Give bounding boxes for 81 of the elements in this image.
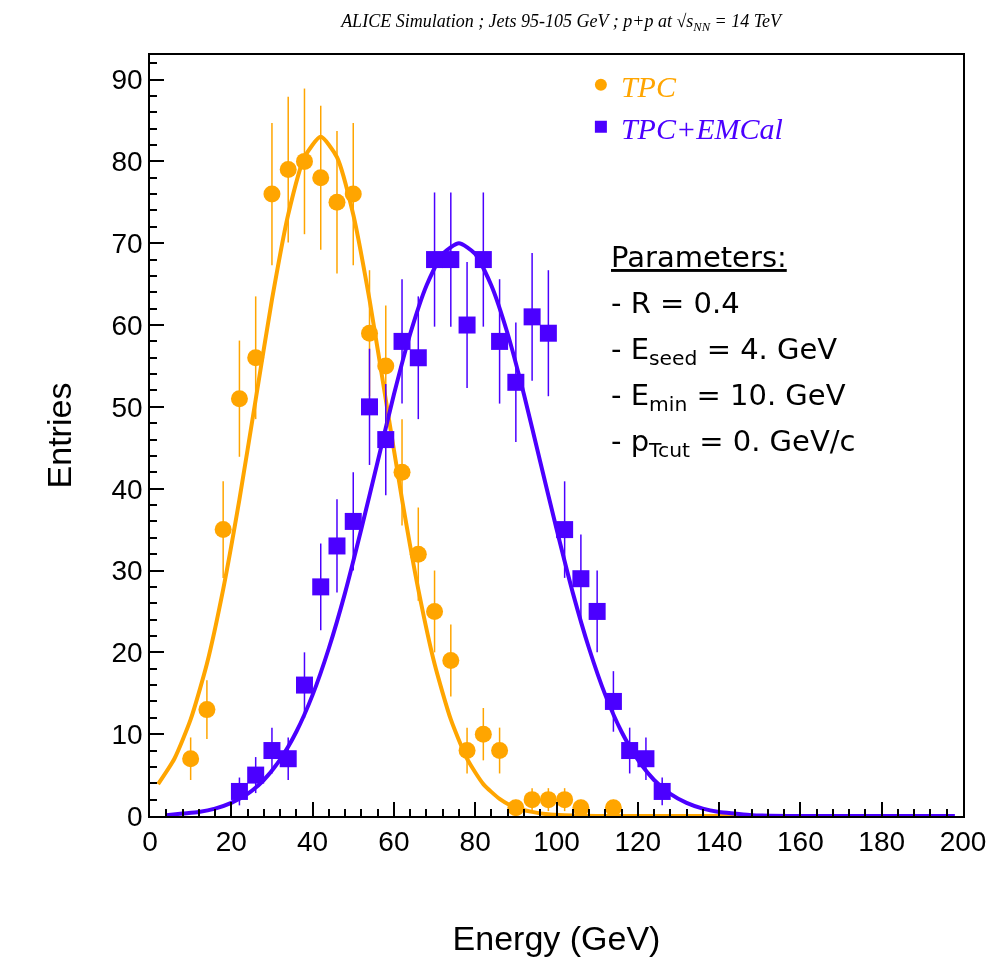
x-tick-label: 140 (695, 826, 743, 858)
y-tick-label: 20 (111, 637, 143, 669)
point (523, 791, 541, 809)
point (426, 251, 444, 269)
annotation: - E$_{seed}$ = 4. GeV (611, 332, 838, 371)
point (458, 316, 476, 334)
x-tick-label: 40 (297, 826, 329, 858)
annotation: Parameters: (611, 240, 787, 274)
annotation: - E$_{min}$ = 10. GeV (611, 378, 846, 417)
point (182, 750, 200, 768)
point (198, 701, 216, 719)
x-tick-label: 100 (533, 826, 580, 858)
point (621, 742, 639, 760)
point (637, 750, 655, 768)
point (247, 349, 265, 367)
y-tick-label: 50 (111, 391, 143, 423)
point (556, 791, 574, 809)
chart-title: ALICE Simulation ; Jets 95-105 GeV ; p+p at √s$_{NN}$ = 14 TeV (340, 11, 784, 34)
legend-label: TPC+EMCal (620, 111, 783, 145)
point (409, 349, 427, 367)
point (361, 398, 379, 416)
point (230, 390, 248, 408)
point (588, 602, 606, 620)
point (361, 324, 379, 342)
point (426, 602, 444, 620)
point (279, 161, 297, 179)
x-tick-label: 200 (939, 826, 987, 858)
y-axis-title: Entries (39, 382, 78, 489)
point (230, 782, 248, 800)
y-tick-label: 40 (111, 473, 143, 505)
point (653, 782, 671, 800)
y-tick-label: 80 (111, 146, 143, 178)
point (328, 537, 346, 555)
point (263, 742, 281, 760)
annotation: - R = 0.4 (611, 286, 740, 320)
point (556, 521, 574, 539)
point (409, 545, 427, 563)
x-tick-label: 80 (459, 826, 491, 858)
point (279, 750, 297, 768)
x-tick-label: 60 (378, 826, 410, 858)
y-tick-label: 0 (127, 800, 143, 832)
point (344, 185, 362, 203)
x-axis-title: Energy (GeV) (452, 919, 661, 958)
point (263, 185, 281, 203)
point (474, 725, 492, 743)
point (214, 521, 232, 539)
point (328, 193, 346, 211)
point (312, 169, 330, 187)
point (491, 332, 509, 350)
y-tick-label: 30 (111, 555, 143, 587)
point (393, 332, 411, 350)
x-tick-label: 120 (614, 826, 662, 858)
point (393, 463, 411, 481)
point (377, 357, 395, 375)
y-tick-label: 10 (111, 718, 143, 750)
point (312, 578, 330, 596)
point (491, 742, 509, 760)
point (507, 799, 525, 817)
point (295, 676, 313, 694)
x-tick-label: 20 (215, 826, 247, 858)
point (604, 692, 622, 710)
point (295, 152, 313, 170)
point (572, 570, 590, 588)
point (442, 652, 460, 670)
point (377, 431, 395, 449)
y-tick-label: 90 (111, 64, 143, 96)
point (507, 373, 525, 391)
y-tick-label: 60 (111, 309, 143, 341)
y-tick-label: 70 (111, 228, 143, 259)
point (523, 308, 541, 326)
x-tick-label: 160 (777, 826, 824, 858)
point (247, 766, 265, 784)
point (474, 251, 492, 269)
point (539, 324, 557, 342)
point (458, 742, 476, 760)
point (539, 791, 557, 809)
x-tick-label: 180 (858, 826, 906, 858)
point (442, 251, 460, 269)
legend-label: TPC (620, 69, 677, 103)
annotation: - p$_{Tcut}$ = 0. GeV/c (611, 424, 856, 463)
point (344, 512, 362, 530)
